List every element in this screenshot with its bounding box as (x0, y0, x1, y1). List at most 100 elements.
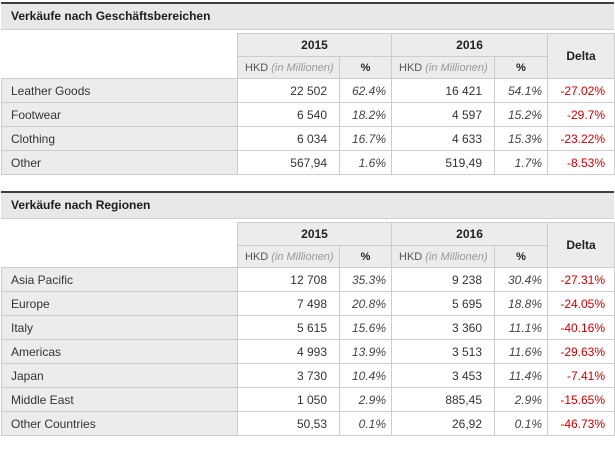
pct-2015-cell: 16.7% (338, 126, 393, 151)
pct-2016-cell: 0.1% (494, 411, 549, 436)
hkd-2015-cell: 1 050 (237, 387, 340, 412)
year-2015-header: 2015 (236, 33, 393, 57)
pct-2016-header: % (494, 245, 549, 268)
delta-cell: -7.41% (547, 363, 615, 388)
hkd-2016-cell: 5 695 (391, 291, 496, 316)
table-row: Other Countries 50,53 0.1% 26,92 0.1% -4… (1, 411, 615, 436)
pct-2016-cell: 15.2% (494, 102, 549, 127)
row-label: Middle East (1, 387, 238, 412)
hkd-2016-cell: 26,92 (391, 411, 496, 436)
sales-by-business-area-section: Verkäufe nach Geschäftsbereichen 2015 20… (1, 2, 615, 175)
pct-2015-cell: 10.4% (338, 363, 393, 388)
hkd-unit-note: (in Millionen) (271, 250, 334, 263)
pct-2015-cell: 18.2% (338, 102, 393, 127)
delta-cell: -29.63% (547, 339, 615, 364)
year-2016-header: 2016 (391, 222, 549, 246)
table-row: Asia Pacific 12 708 35.3% 9 238 30.4% -2… (1, 267, 615, 292)
pct-2015-header: % (338, 56, 393, 79)
hkd-2016-cell: 9 238 (391, 267, 496, 292)
hkd-2015-cell: 6 034 (237, 126, 340, 151)
hkd-2016-cell: 3 513 (391, 339, 496, 364)
pct-2016-cell: 30.4% (494, 267, 549, 292)
delta-header: Delta (547, 222, 615, 268)
pct-2015-cell: 35.3% (338, 267, 393, 292)
hkd-unit-note: (in Millionen) (271, 61, 334, 74)
year-2016-header: 2016 (391, 33, 549, 57)
pct-2015-cell: 13.9% (338, 339, 393, 364)
delta-header: Delta (547, 33, 615, 79)
row-label: Americas (1, 339, 238, 364)
pct-2015-header: % (338, 245, 393, 268)
section-title: Verkäufe nach Regionen (1, 191, 614, 219)
table-row: Japan 3 730 10.4% 3 453 11.4% -7.41% (1, 363, 615, 388)
table-row: Americas 4 993 13.9% 3 513 11.6% -29.63% (1, 339, 615, 364)
table-row: Footwear 6 540 18.2% 4 597 15.2% -29.7% (1, 102, 615, 127)
delta-cell: -46.73% (547, 411, 615, 436)
hkd-label: HKD (399, 250, 423, 263)
hkd-unit-note: (in Millionen) (425, 61, 488, 74)
pct-2016-cell: 15.3% (494, 126, 549, 151)
hkd-2016-cell: 3 453 (391, 363, 496, 388)
section-title: Verkäufe nach Geschäftsbereichen (1, 2, 614, 30)
pct-2015-cell: 1.6% (338, 150, 393, 175)
hkd-2015-cell: 7 498 (237, 291, 340, 316)
hkd-2015-cell: 4 993 (237, 339, 340, 364)
table-row: Clothing 6 034 16.7% 4 633 15.3% -23.22% (1, 126, 615, 151)
row-label: Other Countries (1, 411, 238, 436)
hkd-2015-cell: 22 502 (237, 78, 340, 103)
sales-by-region-section: Verkäufe nach Regionen 2015 2016 Delta H… (1, 191, 615, 436)
hkd-label: HKD (245, 250, 269, 263)
pct-2015-cell: 2.9% (338, 387, 393, 412)
hkd-2016-cell: 4 597 (391, 102, 496, 127)
hkd-unit-note: (in Millionen) (425, 250, 488, 263)
delta-cell: -40.16% (547, 315, 615, 340)
pct-2016-cell: 2.9% (494, 387, 549, 412)
pct-2016-cell: 11.6% (494, 339, 549, 364)
hkd-2016-cell: 519,49 (391, 150, 496, 175)
pct-2015-cell: 62.4% (338, 78, 393, 103)
row-label: Leather Goods (1, 78, 238, 103)
hkd-2015-cell: 6 540 (237, 102, 340, 127)
table-row: Europe 7 498 20.8% 5 695 18.8% -24.05% (1, 291, 615, 316)
hkd-2016-cell: 3 360 (391, 315, 496, 340)
pct-2016-cell: 18.8% (494, 291, 549, 316)
table-row: Leather Goods 22 502 62.4% 16 421 54.1% … (1, 78, 615, 103)
table-row: Other 567,94 1.6% 519,49 1.7% -8.53% (1, 150, 615, 175)
hkd-2015-header: HKD (in Millionen) (237, 56, 340, 79)
year-2015-header: 2015 (236, 222, 393, 246)
hkd-2015-cell: 3 730 (237, 363, 340, 388)
hkd-2016-cell: 4 633 (391, 126, 496, 151)
row-label: Italy (1, 315, 238, 340)
sales-by-region-table: 2015 2016 Delta HKD (in Millionen) % HKD(… (1, 222, 615, 436)
delta-cell: -23.22% (547, 126, 615, 151)
pct-2016-cell: 54.1% (494, 78, 549, 103)
row-label: Other (1, 150, 238, 175)
hkd-2015-cell: 50,53 (237, 411, 340, 436)
row-label: Europe (1, 291, 238, 316)
hkd-2015-cell: 12 708 (237, 267, 340, 292)
delta-cell: -27.31% (547, 267, 615, 292)
row-label: Asia Pacific (1, 267, 238, 292)
corner-cell (1, 33, 238, 79)
hkd-2016-header: HKD (in Millionen) (391, 245, 496, 268)
hkd-label: HKD (245, 61, 269, 74)
pct-2016-cell: 1.7% (494, 150, 549, 175)
delta-cell: -29.7% (547, 102, 615, 127)
hkd-2016-cell: 885,45 (391, 387, 496, 412)
hkd-label: HKD (399, 61, 423, 74)
row-label: Clothing (1, 126, 238, 151)
hkd-2016-header: HKD (in Millionen) (391, 56, 496, 79)
pct-2016-cell: 11.4% (494, 363, 549, 388)
row-label: Footwear (1, 102, 238, 127)
pct-2016-header: % (494, 56, 549, 79)
row-label: Japan (1, 363, 238, 388)
delta-cell: -27.02% (547, 78, 615, 103)
hkd-2016-cell: 16 421 (391, 78, 496, 103)
corner-cell (1, 222, 238, 268)
pct-2015-cell: 20.8% (338, 291, 393, 316)
hkd-2015-cell: 567,94 (237, 150, 340, 175)
pct-2015-cell: 0.1% (338, 411, 393, 436)
table-row: Middle East 1 050 2.9% 885,45 2.9% -15.6… (1, 387, 615, 412)
table-row: Italy 5 615 15.6% 3 360 11.1% -40.16% (1, 315, 615, 340)
pct-2015-cell: 15.6% (338, 315, 393, 340)
